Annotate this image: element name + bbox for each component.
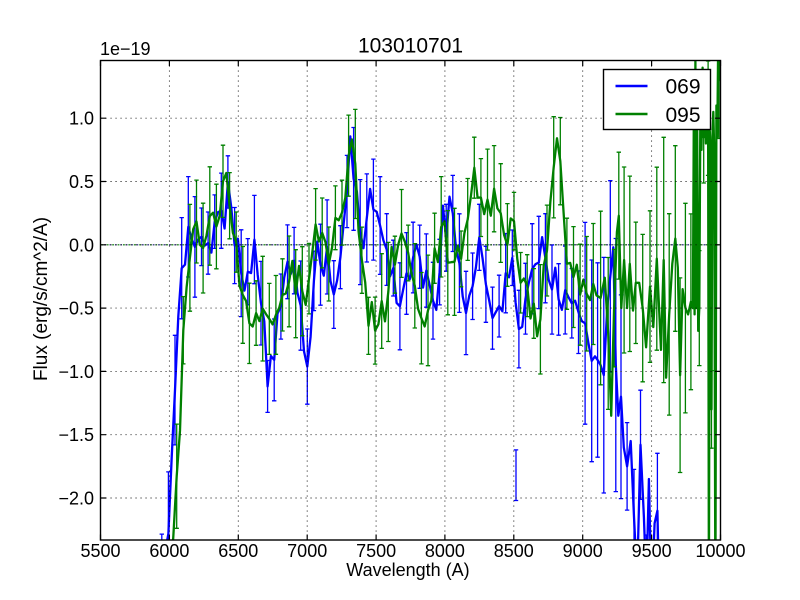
svg-text:0.5: 0.5 (69, 172, 94, 192)
svg-text:−0.5: −0.5 (58, 299, 94, 319)
svg-text:0.0: 0.0 (69, 235, 94, 255)
svg-text:5500: 5500 (80, 541, 120, 561)
svg-text:095: 095 (666, 104, 701, 127)
svg-text:7500: 7500 (356, 541, 396, 561)
svg-text:−1.5: −1.5 (58, 425, 94, 445)
svg-text:−2.0: −2.0 (58, 489, 94, 509)
svg-text:1e−19: 1e−19 (100, 39, 151, 59)
svg-text:Wavelength (A): Wavelength (A) (346, 560, 469, 580)
svg-text:9000: 9000 (563, 541, 603, 561)
svg-text:103010701: 103010701 (358, 35, 463, 58)
svg-text:8500: 8500 (494, 541, 534, 561)
svg-text:8000: 8000 (425, 541, 465, 561)
svg-text:1.0: 1.0 (69, 109, 94, 129)
svg-text:10000: 10000 (695, 541, 745, 561)
svg-text:9500: 9500 (632, 541, 672, 561)
svg-text:7000: 7000 (287, 541, 327, 561)
svg-text:6500: 6500 (218, 541, 258, 561)
svg-text:6000: 6000 (149, 541, 189, 561)
svg-text:Flux (erg/s/cm^2/A): Flux (erg/s/cm^2/A) (31, 217, 52, 381)
svg-text:−1.0: −1.0 (58, 362, 94, 382)
svg-text:069: 069 (666, 76, 701, 99)
